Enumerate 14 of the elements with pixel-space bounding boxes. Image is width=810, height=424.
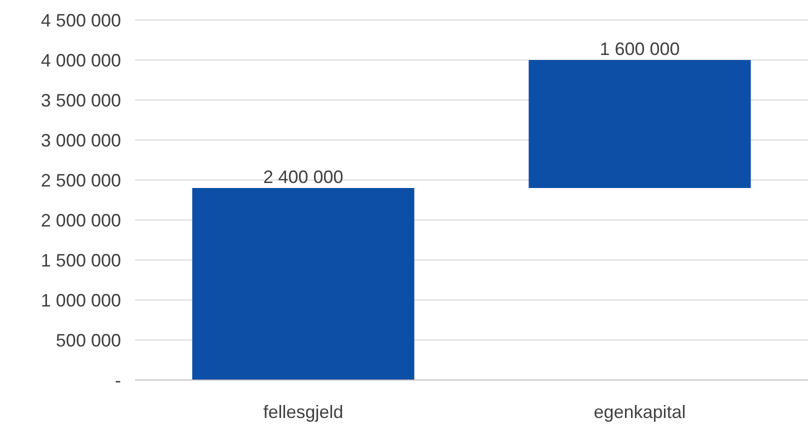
data-label: 2 400 000: [263, 167, 344, 187]
y-tick-label: -: [115, 370, 121, 390]
y-tick-label: 500 000: [56, 330, 121, 350]
x-tick-label: fellesgjeld: [263, 402, 344, 422]
y-tick-label: 3 500 000: [40, 90, 121, 110]
y-tick-label: 1 500 000: [40, 250, 121, 270]
y-tick-label: 1 000 000: [40, 290, 121, 310]
y-tick-label: 3 000 000: [40, 130, 121, 150]
data-label: 1 600 000: [600, 39, 680, 59]
y-tick-label: 2 500 000: [40, 170, 121, 190]
y-tick-label: 4 500 000: [40, 10, 121, 30]
y-tick-label: 4 000 000: [40, 50, 121, 70]
x-tick-label: egenkapital: [594, 402, 686, 422]
y-tick-label: 2 000 000: [40, 210, 121, 230]
